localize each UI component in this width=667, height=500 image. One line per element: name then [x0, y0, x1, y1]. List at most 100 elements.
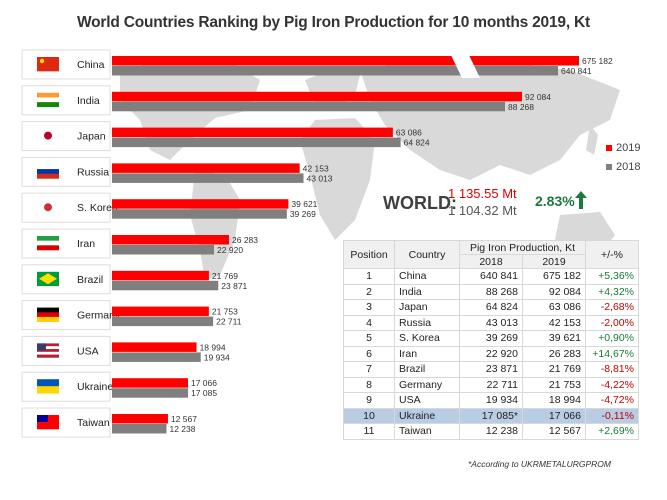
bar-2018-germany: [112, 316, 214, 327]
data-label-2019-iran: 26 283: [232, 235, 258, 245]
country-label-box-taiwan: [21, 407, 111, 438]
country-label-taiwan: Taiwan: [77, 417, 110, 429]
data-label-2018-india: 88 268: [508, 102, 534, 112]
cell-change: -0,11%: [585, 407, 639, 424]
flag-stripe-usa: [37, 354, 59, 358]
flag-stripe-india: [37, 102, 59, 108]
cell-country: China: [394, 268, 460, 285]
data-label-2019-taiwan: 12 567: [171, 414, 197, 424]
data-label-2019-germany: 21 753: [212, 307, 238, 317]
bar-2019-china: [112, 56, 579, 66]
country-label-box-china: [21, 49, 111, 80]
flag-stripe-usa: [37, 343, 59, 347]
header-production: Pig Iron Production, Kt: [459, 240, 586, 255]
country-label-russia: Russia: [77, 166, 109, 178]
flag-star-china: [39, 58, 45, 64]
bar-2018-iran: [112, 245, 215, 255]
cell-position: 4: [343, 314, 395, 331]
data-label-2018-ukraine: 17 085: [191, 388, 217, 398]
country-label-box-india: [21, 85, 111, 116]
cell-change: -2,68%: [585, 299, 639, 316]
legend-swatch-2019: [606, 145, 612, 152]
cell-value-2019: 21 753: [522, 376, 586, 393]
cell-country: Ukraine: [394, 407, 460, 424]
header-2018: 2018: [459, 254, 523, 269]
cell-value-2019: 17 066: [522, 407, 586, 424]
cell-position: 2: [343, 283, 395, 300]
bar-2018-china: [112, 66, 558, 76]
cell-change: -2,00%: [585, 314, 639, 331]
bar-2019-ukraine: [112, 378, 188, 388]
country-label-box-iran: [21, 228, 111, 259]
cell-country: Brazil: [394, 361, 460, 378]
flag-stripe-iran: [37, 236, 59, 241]
table-row: 11 Taiwan 12 238 12 567 +2,69%: [343, 423, 639, 440]
flag-stripe-iran: [37, 245, 59, 251]
table-row: 5 S. Korea 39 269 39 621 +0,90%: [343, 330, 639, 347]
country-label-box-brazil: [21, 264, 111, 295]
cell-value-2018: 39 269: [459, 330, 523, 347]
header-position: Position: [343, 240, 395, 269]
flag-stripe-iran: [37, 240, 59, 246]
flag-canton-usa: [37, 343, 46, 351]
flag-stripe-germany: [37, 307, 59, 313]
bar-2018-usa: [112, 352, 201, 362]
country-label-box-s-korea: [21, 192, 111, 223]
cell-change: +0,90%: [585, 330, 639, 347]
ranking-table: Position Country Pig Iron Production, Kt…: [343, 240, 639, 440]
data-label-2019-s-korea: 39 621: [291, 199, 317, 209]
bar-2019-japan: [112, 127, 393, 138]
bar-2019-russia: [112, 163, 300, 173]
cell-value-2019: 92 084: [522, 283, 586, 300]
bar-2018-s-korea: [112, 209, 287, 219]
country-label-germany: Germany: [77, 310, 121, 322]
cell-change: +14,67%: [585, 345, 639, 362]
bar-2019-india: [112, 91, 522, 102]
data-label-2018-iran: 22 920: [217, 245, 243, 255]
flag-stripe-usa: [37, 349, 59, 353]
table-row: 9 USA 19 934 18 994 -4,72%: [343, 392, 639, 409]
data-label-2018-usa: 19 934: [204, 352, 230, 362]
cell-country: Germany: [394, 376, 460, 393]
cell-value-2018: 17 085*: [459, 407, 523, 424]
cell-country: Japan: [394, 299, 460, 316]
data-label-2018-russia: 43 013: [307, 173, 333, 183]
cell-change: +5,36%: [585, 268, 639, 285]
cell-value-2019: 675 182: [522, 268, 586, 285]
cell-position: 7: [343, 361, 395, 378]
cell-country: India: [394, 283, 460, 300]
data-label-2019-china: 675 182: [582, 56, 613, 66]
country-label-box-russia: [21, 156, 111, 187]
country-label-box-japan: [21, 121, 111, 152]
world-label: WORLD:: [383, 193, 457, 213]
cell-country: USA: [394, 392, 460, 409]
cell-value-2019: 42 153: [522, 314, 586, 331]
bar-2018-india: [112, 101, 506, 112]
bar-2019-brazil: [112, 270, 209, 281]
cell-value-2018: 640 841: [459, 268, 523, 285]
axis-break-mark: [450, 53, 480, 78]
flag-stripe-india: [37, 92, 59, 98]
flag-stripe-china: [37, 57, 59, 72]
bar-2018-brazil: [112, 280, 219, 291]
bar-2019-iran: [112, 235, 230, 245]
legend-swatch-2018: [606, 164, 612, 171]
flag-disc-s-korea: [44, 203, 52, 212]
bar-2018-japan: [112, 137, 401, 148]
flag-stripe-germany: [37, 316, 59, 322]
cell-position: 1: [343, 268, 395, 285]
legend-item-2018: 2018: [606, 161, 640, 173]
country-label-japan: Japan: [77, 131, 106, 143]
arrow-up-icon: [575, 191, 587, 209]
cell-value-2018: 88 268: [459, 283, 523, 300]
cell-country: Iran: [394, 345, 460, 362]
data-label-2019-japan: 63 086: [396, 128, 422, 138]
legend-label-2018: 2018: [616, 161, 641, 173]
data-label-2018-taiwan: 12 238: [169, 424, 195, 434]
country-label-box-ukraine: [21, 371, 111, 402]
cell-country: S. Korea: [394, 330, 460, 347]
country-label-india: India: [77, 95, 100, 107]
flag-disc-japan: [44, 131, 52, 140]
cell-value-2019: 63 086: [522, 299, 586, 316]
